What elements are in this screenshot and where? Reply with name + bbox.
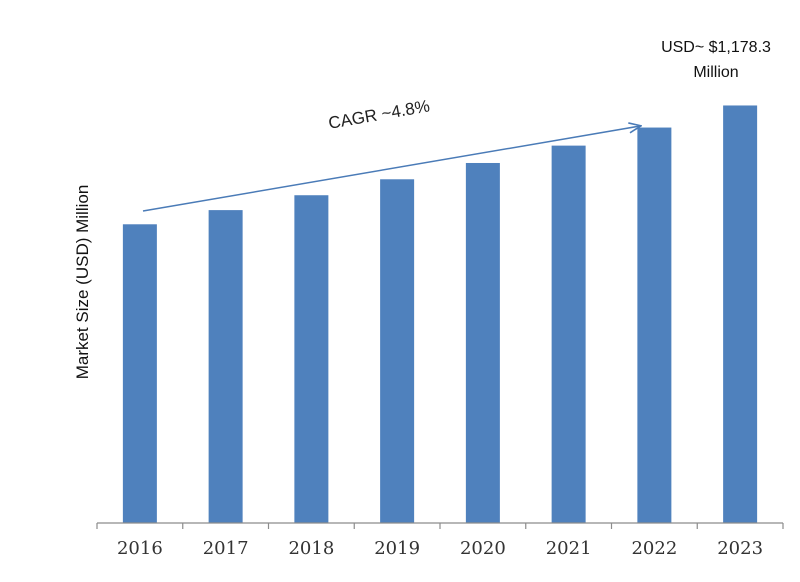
bar-2023 [723,105,758,523]
x-tick-label-2019: 2019 [374,538,420,559]
x-tick-label-2023: 2023 [717,538,763,559]
x-axis-ticks [96,523,784,529]
bar-2021 [551,145,586,523]
cagr-label: CAGR ~4.8% [327,96,431,133]
x-tick-label-2022: 2022 [631,538,677,559]
bar-2018 [294,195,329,523]
x-tick-label-2021: 2021 [546,538,592,559]
last-value-annotation-line1: USD~ $1,178.3 [661,39,771,56]
bar-2016 [122,224,157,523]
bar-series [122,105,758,524]
x-axis-tick-labels: 2016 2017 2018 2019 2020 2021 2022 2023 [117,538,763,559]
x-tick-label-2020: 2020 [460,538,506,559]
bar-2022 [637,127,672,524]
last-value-annotation-line2: Million [693,64,738,81]
bar-2020 [465,162,500,523]
bar-2019 [380,179,415,524]
x-tick-label-2018: 2018 [288,538,334,559]
y-axis-title: Market Size (USD) Million [73,185,92,380]
x-tick-label-2017: 2017 [203,538,249,559]
cagr-trend-arrow [142,126,640,212]
x-tick-label-2016: 2016 [117,538,163,559]
bar-2017 [208,210,243,523]
